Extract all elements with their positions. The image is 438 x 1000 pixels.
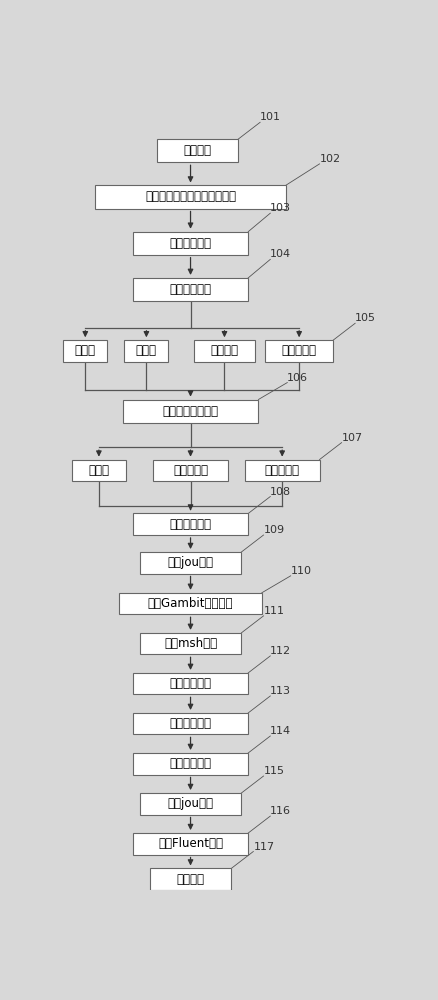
Text: 无叶片: 无叶片 <box>75 344 96 358</box>
Text: 106: 106 <box>287 373 308 383</box>
Text: 113: 113 <box>270 686 291 696</box>
Text: 平圆锥导流: 平圆锥导流 <box>265 464 300 477</box>
Text: 设置网格参数: 设置网格参数 <box>170 518 212 531</box>
Text: 107: 107 <box>342 433 363 443</box>
Text: 115: 115 <box>264 766 285 776</box>
Text: 111: 111 <box>264 606 285 616</box>
Text: 设置双级活塞推料离心机型号: 设置双级活塞推料离心机型号 <box>145 190 236 204</box>
FancyBboxPatch shape <box>133 278 248 301</box>
FancyBboxPatch shape <box>133 753 248 774</box>
FancyBboxPatch shape <box>133 232 248 255</box>
Text: 103: 103 <box>270 203 291 213</box>
FancyBboxPatch shape <box>133 833 248 855</box>
FancyBboxPatch shape <box>245 460 320 481</box>
Text: 直叶片: 直叶片 <box>136 344 157 358</box>
Text: 生成jou文件: 生成jou文件 <box>167 556 214 569</box>
Text: 116: 116 <box>270 806 291 816</box>
Text: 自定义叶片: 自定义叶片 <box>282 344 317 358</box>
FancyBboxPatch shape <box>133 713 248 734</box>
FancyBboxPatch shape <box>72 460 126 481</box>
Text: 尖圆锥导流: 尖圆锥导流 <box>173 464 208 477</box>
FancyBboxPatch shape <box>133 673 248 694</box>
Text: 生成jou文件: 生成jou文件 <box>167 797 214 810</box>
Text: 设置物性参数: 设置物性参数 <box>170 677 212 690</box>
Text: 设置计算参数: 设置计算参数 <box>170 757 212 770</box>
Text: 选择导流结构类型: 选择导流结构类型 <box>162 405 219 418</box>
Text: 设置运行参数: 设置运行参数 <box>170 717 212 730</box>
FancyBboxPatch shape <box>265 340 333 362</box>
Text: 运行程序: 运行程序 <box>184 144 211 157</box>
FancyBboxPatch shape <box>153 460 228 481</box>
FancyBboxPatch shape <box>140 633 241 654</box>
Text: 圆柱叶片: 圆柱叶片 <box>211 344 238 358</box>
Text: 选择叶片类型: 选择叶片类型 <box>170 283 212 296</box>
FancyBboxPatch shape <box>123 400 258 423</box>
Text: 112: 112 <box>270 646 291 656</box>
FancyBboxPatch shape <box>150 868 231 890</box>
Text: 输出msh文件: 输出msh文件 <box>164 637 217 650</box>
FancyBboxPatch shape <box>119 593 262 614</box>
FancyBboxPatch shape <box>140 793 241 815</box>
Text: 109: 109 <box>264 525 285 535</box>
FancyBboxPatch shape <box>140 552 241 574</box>
Text: 110: 110 <box>291 566 312 576</box>
Text: 输出结果: 输出结果 <box>177 873 205 886</box>
FancyBboxPatch shape <box>156 139 238 162</box>
Text: 调用Fluent计算: 调用Fluent计算 <box>158 837 223 850</box>
FancyBboxPatch shape <box>124 340 169 362</box>
Text: 114: 114 <box>270 726 291 736</box>
Text: 108: 108 <box>270 487 291 497</box>
Text: 104: 104 <box>270 249 291 259</box>
Text: 无导流: 无导流 <box>88 464 110 477</box>
FancyBboxPatch shape <box>133 513 248 535</box>
FancyBboxPatch shape <box>63 340 107 362</box>
Text: 117: 117 <box>253 842 275 852</box>
FancyBboxPatch shape <box>95 185 286 209</box>
Text: 输入进口参数: 输入进口参数 <box>170 237 212 250</box>
Text: 调用Gambit生成模型: 调用Gambit生成模型 <box>148 597 233 610</box>
Text: 101: 101 <box>260 112 281 122</box>
Text: 102: 102 <box>320 154 341 164</box>
Text: 105: 105 <box>355 313 376 323</box>
FancyBboxPatch shape <box>194 340 255 362</box>
